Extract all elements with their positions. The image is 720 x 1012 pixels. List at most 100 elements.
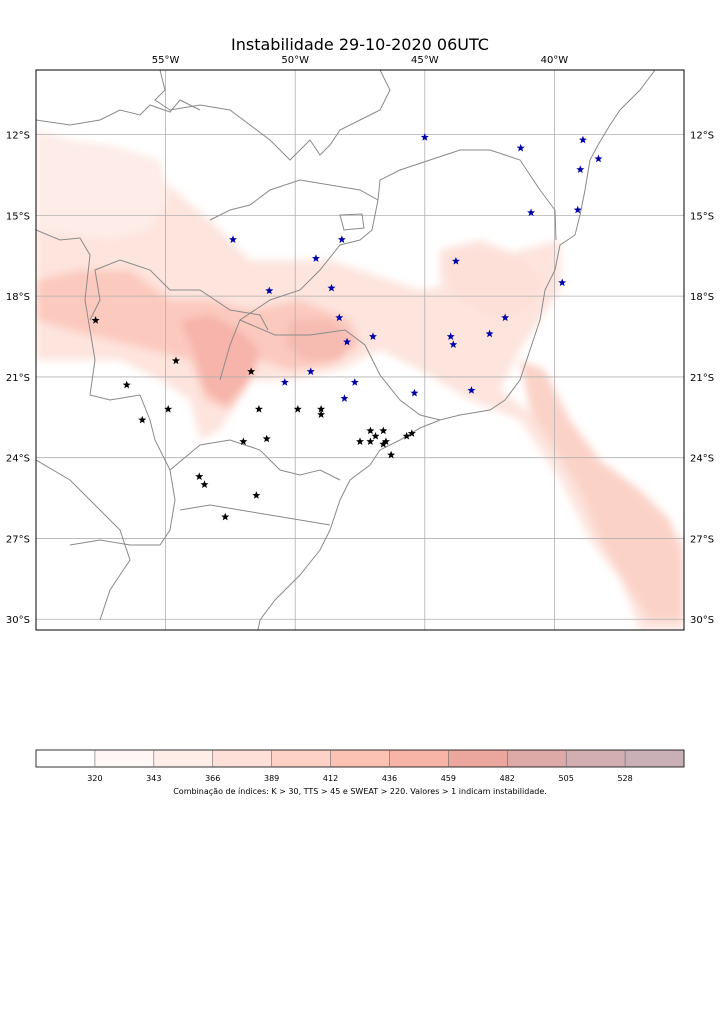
station-star-blue [558, 278, 567, 287]
station-star-blue [335, 313, 344, 322]
station-star-blue [449, 340, 458, 349]
colorbar-segment [271, 750, 332, 767]
station-star-blue [350, 378, 359, 386]
border-ms [89, 259, 269, 331]
border-sp [239, 319, 441, 421]
colorbar-tick-label: 389 [264, 774, 279, 783]
lat-label-left: 12°S [6, 131, 30, 142]
colorbar-segment [153, 750, 214, 767]
instability-field [36, 130, 684, 630]
lat-label-right: 15°S [690, 211, 714, 222]
colorbar-segment [36, 750, 96, 767]
station-star-black [171, 356, 180, 365]
station-star-blue [265, 286, 274, 295]
station-star-black [254, 405, 263, 413]
instability-core-2 [180, 315, 260, 405]
lat-label-right: 12°S [690, 131, 714, 142]
latitude-labels-right: 12°S 15°S 18°S 21°S 24°S 27°S 30°S [690, 131, 714, 627]
station-star-black [195, 472, 204, 480]
station-star-blue [229, 235, 237, 244]
lat-label-right: 30°S [690, 615, 714, 626]
station-star-black [252, 491, 261, 499]
lat-label-left: 15°S [6, 211, 30, 222]
lat-label-left: 18°S [6, 292, 30, 303]
instability-core-3 [285, 320, 355, 360]
colorbar-tick-label: 528 [617, 774, 632, 783]
instability-band-east [520, 360, 684, 620]
map-area [36, 70, 684, 630]
station-star-blue [594, 154, 603, 163]
colorbar-tick-label: 366 [205, 774, 220, 783]
lon-label: 45°W [411, 55, 439, 66]
station-markers [91, 133, 603, 521]
colorbar-tick-label: 459 [441, 774, 456, 783]
station-star-black [138, 415, 147, 424]
lat-label-left: 24°S [6, 454, 30, 465]
lat-label-left: 21°S [6, 373, 30, 384]
colorbar-segment [507, 750, 567, 767]
colorbar-segment [625, 750, 685, 767]
station-star-black [387, 450, 396, 459]
lat-label-right: 18°S [690, 292, 714, 303]
station-star-blue [327, 283, 336, 292]
station-star-blue [343, 337, 352, 346]
colorbar-segment [94, 750, 155, 767]
instability-band-west [36, 130, 684, 630]
lat-label-right: 21°S [690, 373, 714, 384]
station-star-blue [485, 329, 494, 338]
lon-label: 55°W [152, 55, 180, 66]
borders [36, 70, 656, 630]
lat-label-left: 27°S [6, 534, 30, 545]
border-argentina [36, 459, 131, 621]
colorbar-frame [35, 749, 685, 768]
station-star-blue [306, 367, 315, 375]
colorbar-tick-label: 436 [382, 774, 397, 783]
border-bolivia [36, 99, 201, 126]
station-star-blue [451, 256, 460, 265]
station-star-black [164, 405, 173, 413]
station-star-black [293, 405, 302, 413]
lon-label: 50°W [281, 55, 309, 66]
border-paraguay [36, 229, 171, 471]
station-star-black [122, 380, 131, 389]
station-star-blue [578, 135, 587, 144]
colorbar-segment [448, 750, 508, 767]
colorbar: 320 343 366 389 412 436 459 482 505 528 [35, 749, 685, 783]
station-star-black [356, 437, 364, 445]
coastline-east [257, 70, 656, 630]
station-star-black [366, 426, 375, 435]
border-minas [219, 199, 379, 381]
colorbar-tick-label: 320 [87, 774, 102, 783]
station-star-blue [467, 386, 476, 394]
colorbar-segment [330, 750, 390, 767]
colorbar-segment [566, 750, 626, 767]
station-star-blue [446, 332, 455, 340]
colorbar-segment [212, 750, 273, 767]
station-star-black [262, 434, 271, 443]
station-star-blue [368, 332, 377, 340]
station-star-blue [576, 165, 585, 174]
station-star-blue [337, 235, 346, 244]
station-star-black [247, 367, 256, 375]
lat-label-left: 30°S [6, 615, 30, 626]
colorbar-tick-label: 505 [559, 774, 574, 783]
station-star-black [402, 431, 411, 440]
station-star-black [239, 437, 248, 445]
station-star-black [317, 410, 326, 419]
station-star-blue [527, 208, 536, 217]
colorbar-caption: Combinação de índices: K > 30, TTS > 45 … [173, 787, 547, 796]
border-north [154, 70, 391, 161]
colorbar-segment [389, 750, 449, 767]
station-star-black [91, 316, 100, 324]
lat-label-right: 27°S [690, 534, 714, 545]
border-rs [69, 469, 176, 546]
station-star-black [317, 405, 326, 413]
station-star-blue [410, 388, 419, 397]
station-star-blue [516, 143, 525, 152]
station-star-blue [573, 205, 582, 214]
station-star-black [379, 440, 388, 448]
station-star-black [407, 429, 416, 437]
station-star-black [381, 437, 390, 445]
colorbar-tick-label: 412 [323, 774, 338, 783]
